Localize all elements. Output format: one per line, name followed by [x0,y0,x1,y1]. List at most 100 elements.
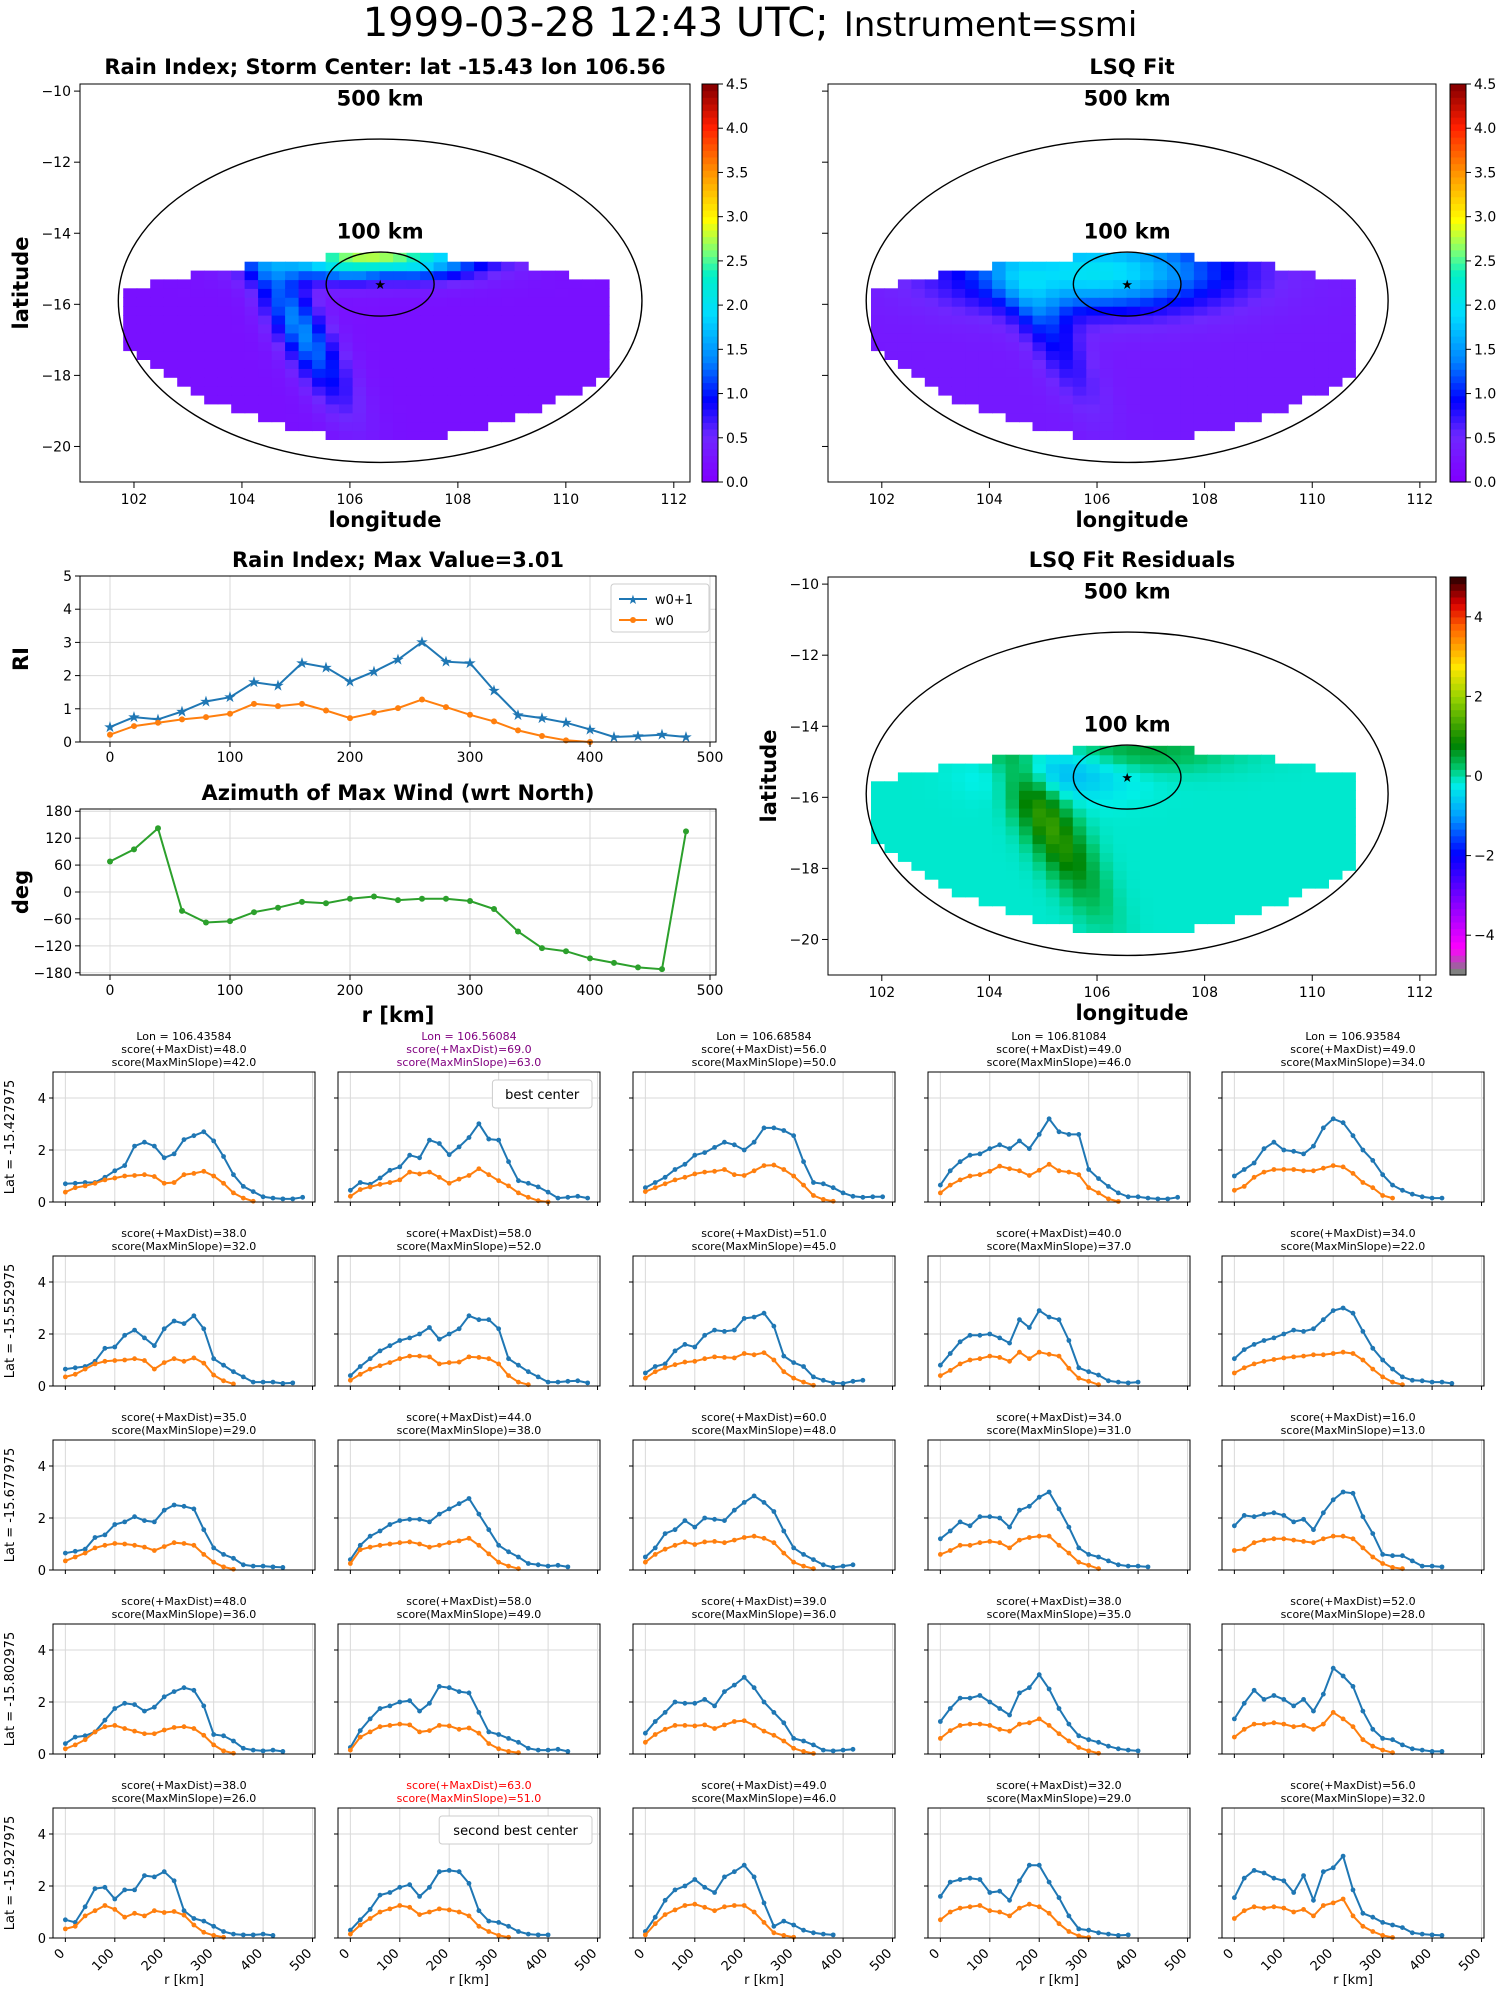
swath-cell [595,306,610,316]
swath-cell [474,270,489,281]
data-point [466,1881,472,1886]
data-point [712,1354,717,1360]
swath-cell [1072,896,1087,907]
swath-cell [1234,332,1249,343]
swath-cell [911,825,926,836]
swath-cell [298,288,313,298]
data-point [211,1742,217,1748]
data-point [722,1874,727,1880]
swath-cell [528,270,543,281]
swath-cell [1301,270,1316,281]
data-point [702,1515,708,1521]
swath-cell [487,279,502,289]
swath-cell [460,386,475,396]
data-point [957,1695,963,1701]
swath-cell [190,368,205,378]
swath-cell [1207,781,1222,791]
swath-cell [911,315,926,325]
swath-cell [978,288,993,298]
swath-cell [978,861,993,871]
swath-cell [1140,772,1155,782]
swath-cell [938,323,953,334]
swath-cell [1126,412,1141,423]
swath-cell [1314,879,1329,889]
swath-cell [1099,315,1114,325]
row-lat-label: Lat = -15.427975 [3,1080,18,1194]
data-point [1330,1665,1336,1671]
swath-cell [1153,368,1168,378]
swath-cell [1207,279,1222,289]
data-point [1261,1511,1267,1517]
data-point [555,1746,561,1752]
swath-cell [1274,799,1289,809]
swath-cell [1032,790,1047,800]
swath-cell [312,297,327,307]
swath-cell [1193,403,1208,414]
colorbar-segment [702,216,718,224]
swath-cell [1153,816,1168,827]
data-point [712,1516,717,1522]
label-500km: 500 km [1084,86,1171,110]
swath-cell [951,816,966,827]
data-point [830,1198,836,1204]
swath-cell [1193,261,1208,272]
colorbar-segment [1450,150,1466,158]
swath-cell [1059,341,1074,352]
swath-cell [1086,887,1101,898]
swath-cell [1247,323,1262,334]
data-point [82,1913,88,1919]
swath-cell [406,323,421,334]
swath-cell [1126,403,1141,414]
swath-cell [978,790,993,800]
data-point [231,1931,236,1937]
data-point [446,1152,452,1158]
swath-cell [393,306,408,316]
data-point [112,1896,118,1902]
swath-cell [1247,781,1262,791]
swath-cell [339,315,354,325]
swath-cell [1261,297,1276,307]
swath-cell [1234,896,1249,907]
data-point [947,1528,953,1534]
data-point: ★ [655,726,668,744]
colorbar-segment [1450,422,1466,430]
data-point [682,1539,688,1545]
data-point [1135,1563,1141,1569]
data-point [1125,1747,1131,1753]
data-point [1056,1506,1062,1512]
swath-cell [163,368,178,378]
swath-cell [325,341,340,352]
data-point [1380,1552,1386,1557]
series-w0plus1 [347,1868,551,1938]
swath-cell [1234,394,1249,405]
data-point [1311,1326,1316,1332]
swath-cell [1274,279,1289,289]
data-point [417,1155,422,1161]
colorbar-segment [702,249,718,257]
data-point [1281,1331,1287,1337]
data-point [1086,1748,1092,1754]
colorbar-segment [1450,356,1466,364]
swath-cell [1193,852,1208,862]
data-point [692,1723,698,1729]
colorbar-segment [1450,236,1466,244]
swath-cell [897,852,912,862]
swath-cell [366,288,381,298]
swath-cell [325,350,340,360]
swath-cell [474,315,489,325]
data-point [1311,1352,1316,1358]
data-point [1439,1749,1445,1754]
swath-cell [1126,754,1141,765]
swath-cell [1140,790,1155,800]
swath-cell [1167,745,1182,756]
data-point [466,1496,472,1501]
colorbar-segment [702,309,718,317]
swath-cell [1274,350,1289,360]
series-w0plus1 [62,1502,286,1570]
swath-cell [1274,772,1289,782]
data-point [299,700,305,707]
swath-cell [992,887,1007,898]
data-point [781,1550,787,1556]
swath-cell [1261,261,1276,272]
data-point [682,1359,688,1365]
